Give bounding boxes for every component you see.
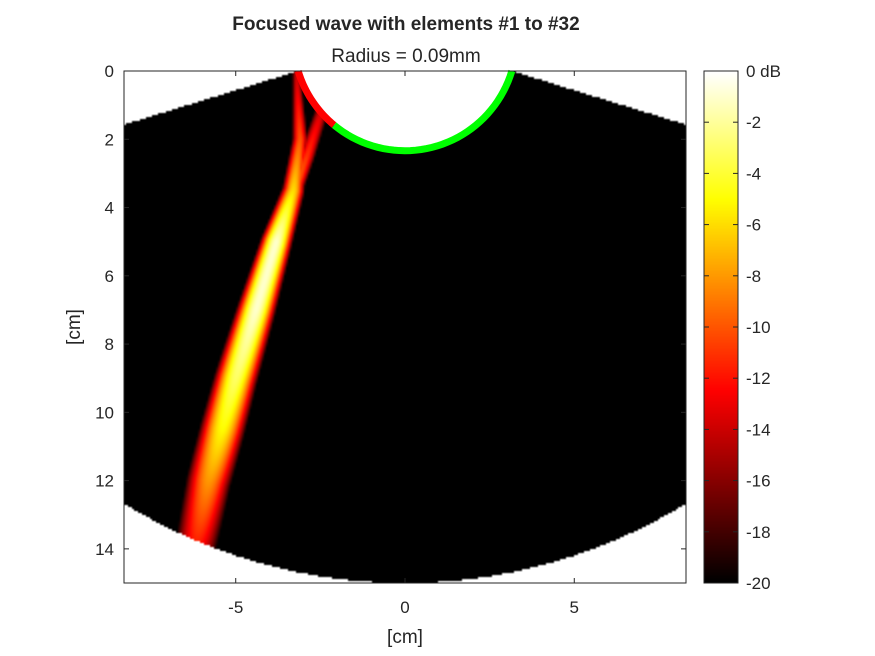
transducer-probe xyxy=(294,69,516,155)
colorbar-ticks: 0 dB -2 -4 -6 -8 -10 -12 -14 -16 -18 -20 xyxy=(704,62,781,593)
colorbar: 0 dB -2 -4 -6 -8 -10 -12 -14 -16 -18 -20 xyxy=(703,62,781,593)
colorbar-tick-label: -20 xyxy=(746,574,771,593)
colorbar-tick-label: -2 xyxy=(746,113,761,132)
colorbar-tick-label: -16 xyxy=(746,472,771,491)
colorbar-tick-label: 0 dB xyxy=(746,62,781,81)
transducer-inactive-elements xyxy=(331,69,516,155)
x-tick-label: 5 xyxy=(570,598,579,617)
colorbar-gradient xyxy=(704,71,738,583)
y-tick-label: 0 xyxy=(105,62,114,81)
colorbar-tick-label: -8 xyxy=(746,267,761,286)
colorbar-tick-label: -4 xyxy=(746,164,761,183)
x-axis-label: [cm] xyxy=(387,627,423,648)
y-tick-label: 14 xyxy=(95,540,114,559)
y-tick-label: 10 xyxy=(95,403,114,422)
y-tick-label: 6 xyxy=(105,267,114,286)
colorbar-tick-label: -14 xyxy=(746,420,771,439)
y-tick-label: 2 xyxy=(105,130,114,149)
y-tick-label: 4 xyxy=(105,199,114,218)
plot-area: -5 0 5 0 2 4 6 8 10 12 14 xyxy=(95,62,687,617)
chart-subtitle: Radius = 0.09mm xyxy=(331,46,480,67)
colorbar-tick-label: -18 xyxy=(746,523,771,542)
x-tick-label: -5 xyxy=(228,598,243,617)
heatmap-image xyxy=(124,71,686,583)
x-tick-label: 0 xyxy=(400,598,409,617)
transducer-active-elements xyxy=(294,69,337,128)
y-tick-label: 12 xyxy=(95,472,114,491)
colorbar-tick-label: -6 xyxy=(746,216,761,235)
colorbar-tick-label: -12 xyxy=(746,369,771,388)
axis-ticks: -5 0 5 0 2 4 6 8 10 12 14 xyxy=(95,62,686,617)
chart-title: Focused wave with elements #1 to #32 xyxy=(232,14,579,35)
y-tick-label: 8 xyxy=(105,335,114,354)
y-axis-label: [cm] xyxy=(64,309,85,345)
colorbar-tick-label: -10 xyxy=(746,318,771,337)
